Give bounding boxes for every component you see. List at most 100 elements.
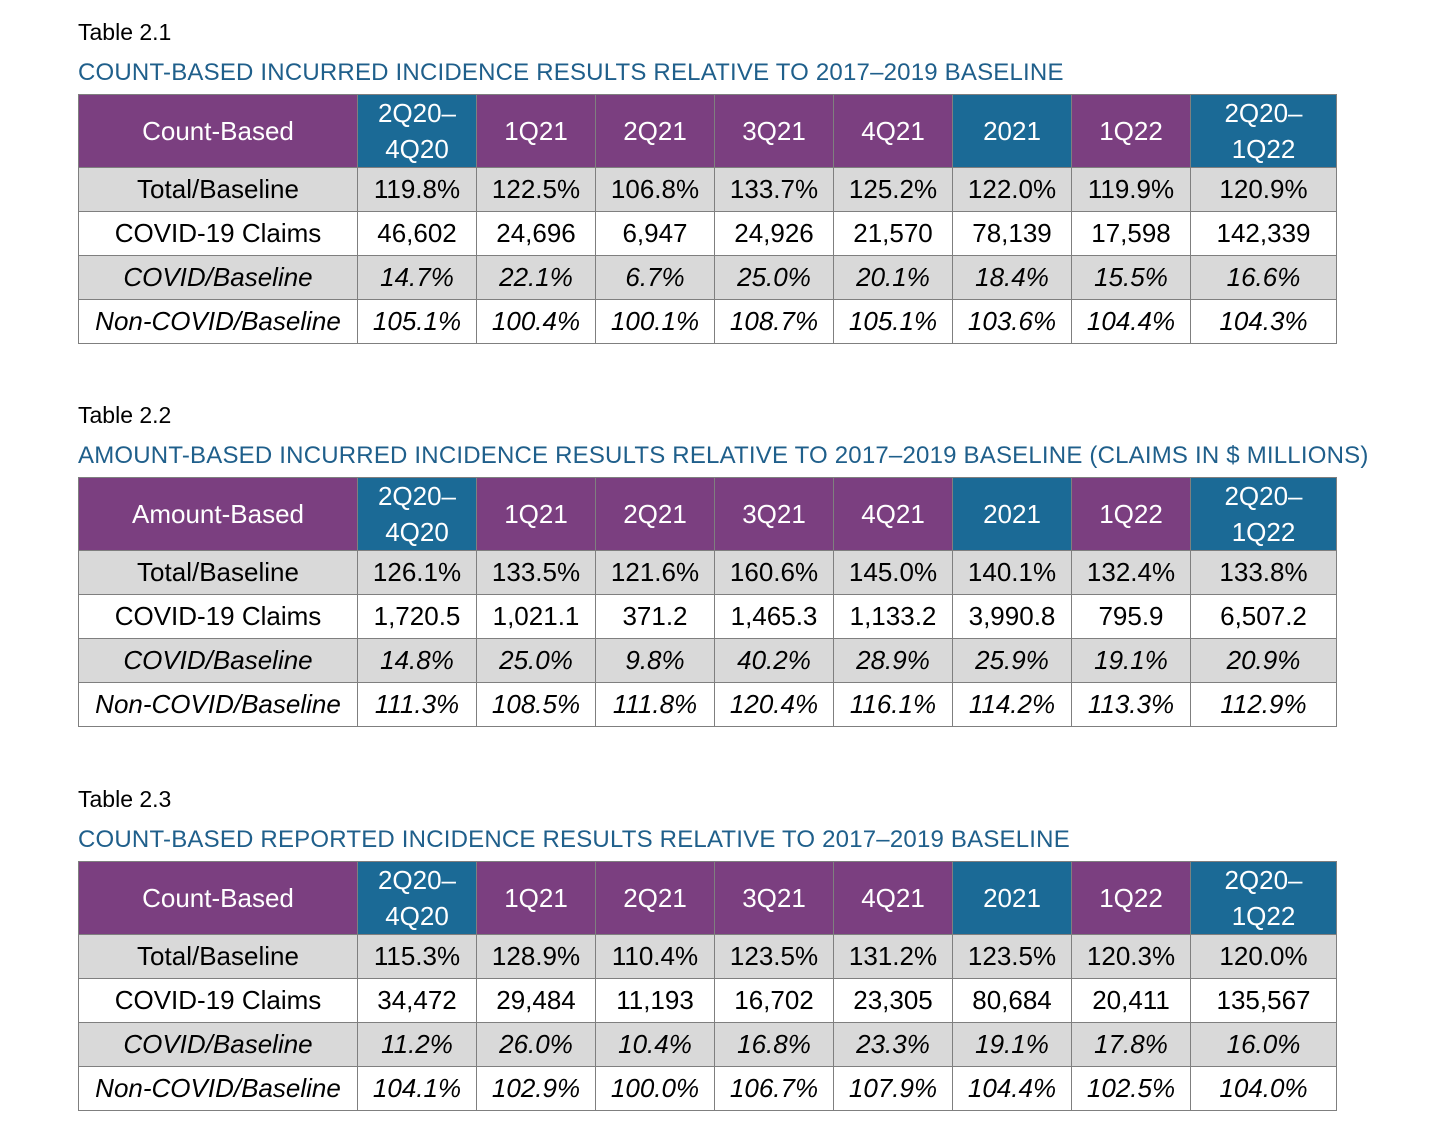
table-cell: 122.0% (952, 167, 1072, 212)
column-header-line: 4Q21 (861, 116, 925, 146)
table-cell: 34,472 (357, 978, 477, 1023)
column-header-line: 2021 (983, 499, 1041, 529)
table-cell: 140.1% (952, 550, 1072, 595)
column-header-line: 2Q21 (623, 116, 687, 146)
column-header-line: 1Q22 (1231, 901, 1296, 931)
column-header-line: 3Q21 (742, 883, 806, 913)
table-cell: 111.3% (357, 682, 477, 727)
table-cell: 100.1% (595, 299, 715, 344)
table-cell: 125.2% (833, 167, 953, 212)
table-caption: COUNT-BASED INCURRED INCIDENCE RESULTS R… (78, 59, 1064, 86)
table-cell: 102.5% (1071, 1066, 1191, 1111)
table-cell: 104.1% (357, 1066, 477, 1111)
row-label: COVID-19 Claims (78, 594, 358, 639)
table-cell: 142,339 (1190, 211, 1337, 256)
table-cell: 104.3% (1190, 299, 1337, 344)
column-header-line: 2Q20– (1224, 481, 1303, 511)
table-section: Table 2.2 AMOUNT-BASED INCURRED INCIDENCE… (78, 401, 1369, 727)
table-cell: 80,684 (952, 978, 1072, 1023)
row-label: Total/Baseline (78, 934, 358, 979)
corner-header: Count-Based (78, 94, 358, 168)
table-caption: AMOUNT-BASED INCURRED INCIDENCE RESULTS … (78, 442, 1369, 469)
table-cell: 1,465.3 (714, 594, 834, 639)
table-row: Total/Baseline 126.1% 133.5% 121.6% 160.6% 14… (78, 550, 1337, 595)
column-header: 2021 (952, 94, 1072, 168)
table-cell: 18.4% (952, 255, 1072, 300)
column-header-line: 1Q22 (1099, 116, 1163, 146)
table-cell: 116.1% (833, 682, 953, 727)
table-cell: 17,598 (1071, 211, 1191, 256)
header-row: Count-Based 2Q20– 4Q20 1Q21 2Q21 3Q21 4Q21 2021… (78, 94, 1337, 168)
table-cell: 795.9 (1071, 594, 1191, 639)
table-cell: 104.0% (1190, 1066, 1337, 1111)
table-cell: 114.2% (952, 682, 1072, 727)
table-cell: 108.7% (714, 299, 834, 344)
table-section: Table 2.1 COUNT-BASED INCURRED INCIDENCE … (78, 18, 1337, 344)
column-header-line: 2Q20– (1224, 865, 1303, 895)
row-label: COVID-19 Claims (78, 211, 358, 256)
column-header-line: 4Q20 (385, 517, 449, 547)
table-cell: 126.1% (357, 550, 477, 595)
table-cell: 103.6% (952, 299, 1072, 344)
column-header-line: 3Q21 (742, 116, 806, 146)
table-row: COVID-19 Claims 46,602 24,696 6,947 24,926 21… (78, 211, 1337, 256)
header-row: Amount-Based 2Q20– 4Q20 1Q21 2Q21 3Q21 4Q21 202… (78, 477, 1337, 551)
table-cell: 123.5% (714, 934, 834, 979)
row-label: Total/Baseline (78, 167, 358, 212)
table-cell: 29,484 (476, 978, 596, 1023)
row-label: COVID-19 Claims (78, 978, 358, 1023)
column-header-line: 4Q20 (385, 901, 449, 931)
column-header: 2021 (952, 477, 1072, 551)
table-cell: 160.6% (714, 550, 834, 595)
column-header: 4Q21 (833, 861, 953, 935)
column-header: 1Q21 (476, 861, 596, 935)
column-header-line: 2Q21 (623, 499, 687, 529)
column-header: 2Q21 (595, 94, 715, 168)
table-cell: 6,507.2 (1190, 594, 1337, 639)
column-header-line: 2Q20– (377, 481, 457, 511)
table-cell: 16,702 (714, 978, 834, 1023)
data-table: Count-Based 2Q20– 4Q20 1Q21 2Q21 3Q21 4Q21 2021… (78, 861, 1337, 1111)
data-table: Amount-Based 2Q20– 4Q20 1Q21 2Q21 3Q21 4Q21 202… (78, 477, 1337, 727)
table-row: Total/Baseline 119.8% 122.5% 106.8% 133.7% 12… (78, 167, 1337, 212)
table-cell: 20.9% (1190, 638, 1337, 683)
table-cell: 131.2% (833, 934, 953, 979)
table-cell: 24,926 (714, 211, 834, 256)
table-cell: 6,947 (595, 211, 715, 256)
column-header-line: 2021 (983, 116, 1041, 146)
table-cell: 102.9% (476, 1066, 596, 1111)
row-label: Non-COVID/Baseline (78, 1066, 358, 1111)
table-cell: 128.9% (476, 934, 596, 979)
table-cell: 25.0% (476, 638, 596, 683)
table-cell: 16.8% (714, 1022, 834, 1067)
table-cell: 115.3% (357, 934, 477, 979)
table-cell: 15.5% (1071, 255, 1191, 300)
table-row: Non-COVID/Baseline 105.1% 100.4% 100.1% 108.… (78, 299, 1337, 344)
table-cell: 28.9% (833, 638, 953, 683)
column-header-line: 2021 (983, 883, 1041, 913)
table-cell: 11.2% (357, 1022, 477, 1067)
column-header-line: 3Q21 (742, 499, 806, 529)
table-cell: 120.0% (1190, 934, 1337, 979)
column-header-line: 1Q21 (504, 499, 568, 529)
table-cell: 120.3% (1071, 934, 1191, 979)
column-header: 3Q21 (714, 477, 834, 551)
table-label: Table 2.3 (78, 786, 172, 812)
table-cell: 26.0% (476, 1022, 596, 1067)
table-cell: 112.9% (1190, 682, 1337, 727)
row-label: COVID/Baseline (78, 638, 358, 683)
table-cell: 40.2% (714, 638, 834, 683)
table-row: COVID-19 Claims 1,720.5 1,021.1 371.2 1,465.… (78, 594, 1337, 639)
table-cell: 122.5% (476, 167, 596, 212)
table-section: Table 2.3 COUNT-BASED REPORTED INCIDENCE … (78, 785, 1337, 1111)
column-header-line: 1Q22 (1231, 134, 1296, 164)
table-cell: 19.1% (1071, 638, 1191, 683)
table-cell: 105.1% (357, 299, 477, 344)
table-cell: 20.1% (833, 255, 953, 300)
table-cell: 113.3% (1071, 682, 1191, 727)
table-cell: 1,021.1 (476, 594, 596, 639)
column-header: 2Q20– 4Q20 (357, 477, 477, 551)
column-header-line: 4Q21 (861, 883, 925, 913)
table-cell: 1,133.2 (833, 594, 953, 639)
table-cell: 104.4% (1071, 299, 1191, 344)
